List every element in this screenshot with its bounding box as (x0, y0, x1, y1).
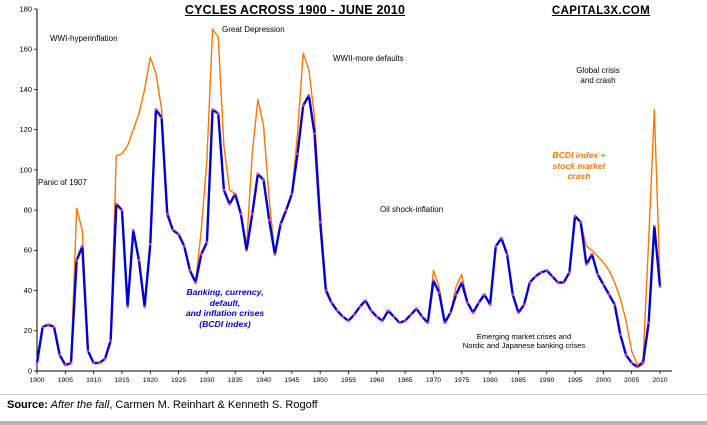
svg-text:1935: 1935 (228, 377, 243, 384)
svg-text:1945: 1945 (284, 377, 299, 384)
svg-text:1960: 1960 (369, 377, 384, 384)
svg-text:20: 20 (24, 326, 32, 335)
svg-text:1910: 1910 (86, 377, 101, 384)
bottom-gray-bar (0, 421, 707, 425)
svg-text:1985: 1985 (511, 377, 526, 384)
source-line: Source: After the fall, Carmen M. Reinha… (7, 399, 318, 411)
svg-text:1905: 1905 (58, 377, 73, 384)
source-authors: , Carmen M. Reinhart & Kenneth S. Rogoff (109, 399, 318, 411)
svg-text:1955: 1955 (341, 377, 356, 384)
svg-text:1980: 1980 (483, 377, 498, 384)
svg-text:2010: 2010 (652, 377, 667, 384)
svg-text:100: 100 (19, 165, 32, 174)
svg-text:80: 80 (24, 206, 32, 215)
svg-text:120: 120 (19, 125, 32, 134)
source-book-title: After the fall (47, 399, 110, 411)
svg-text:60: 60 (24, 246, 32, 255)
svg-text:40: 40 (24, 286, 32, 295)
source-label: Source: (7, 399, 48, 411)
svg-text:160: 160 (19, 45, 32, 54)
svg-text:2005: 2005 (624, 377, 639, 384)
svg-text:1940: 1940 (256, 377, 271, 384)
svg-text:1925: 1925 (171, 377, 186, 384)
svg-text:1965: 1965 (398, 377, 413, 384)
svg-text:1995: 1995 (567, 377, 582, 384)
svg-text:1920: 1920 (143, 377, 158, 384)
svg-text:2000: 2000 (596, 377, 611, 384)
svg-text:1970: 1970 (426, 377, 441, 384)
svg-text:140: 140 (19, 85, 32, 94)
svg-text:1950: 1950 (313, 377, 328, 384)
svg-text:1930: 1930 (199, 377, 214, 384)
footer-divider (0, 394, 707, 395)
svg-text:0: 0 (28, 366, 32, 375)
svg-text:1990: 1990 (539, 377, 554, 384)
svg-text:1900: 1900 (29, 377, 44, 384)
svg-text:180: 180 (19, 4, 32, 13)
svg-text:1975: 1975 (454, 377, 469, 384)
svg-text:1915: 1915 (114, 377, 129, 384)
